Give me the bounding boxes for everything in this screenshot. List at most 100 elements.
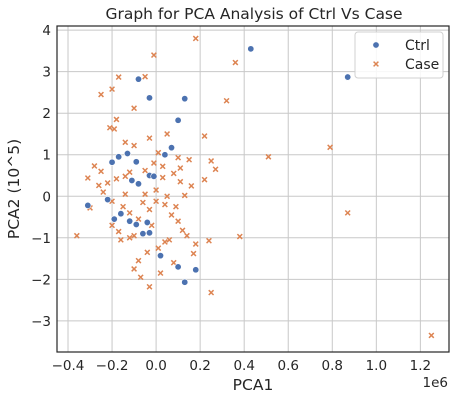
- y-tick-label: 1: [42, 148, 51, 164]
- case-point: [159, 174, 166, 181]
- case-point: [95, 182, 102, 189]
- x-tick-label: −0.4: [52, 358, 85, 374]
- case-point: [106, 124, 113, 131]
- case-point: [135, 257, 142, 264]
- ctrl-point: [115, 153, 123, 161]
- legend-label-case: Case: [405, 57, 439, 73]
- case-point: [161, 201, 168, 208]
- ctrl-point: [192, 266, 200, 274]
- x-tick-label: −0.2: [96, 358, 129, 374]
- case-point: [139, 199, 146, 206]
- case-point: [137, 274, 144, 281]
- case-point: [73, 232, 80, 239]
- case-point: [135, 216, 142, 223]
- legend: Ctrl Case: [354, 31, 444, 79]
- ctrl-point: [126, 217, 134, 225]
- ctrl-point: [108, 158, 116, 166]
- legend-marker-case: [373, 61, 379, 67]
- case-point: [164, 131, 171, 137]
- case-point: [104, 180, 111, 186]
- case-point: [208, 158, 215, 164]
- case-point: [115, 228, 122, 235]
- ctrl-point: [139, 230, 147, 238]
- series-ctrl: [84, 45, 352, 286]
- case-point: [117, 236, 124, 243]
- case-point: [98, 168, 104, 175]
- case-point: [150, 160, 157, 166]
- case-point: [84, 175, 91, 181]
- case-point: [142, 167, 149, 174]
- ctrl-point: [110, 215, 118, 223]
- y-axis-label: PCA2 (10^5): [5, 139, 23, 239]
- y-tick-label: −2: [31, 272, 51, 288]
- case-point: [131, 105, 138, 112]
- y-tick-label: 0: [42, 189, 51, 205]
- ctrl-point: [123, 149, 131, 157]
- ctrl-point: [181, 95, 189, 103]
- case-point: [192, 241, 199, 247]
- case-point: [201, 133, 208, 139]
- case-point: [157, 270, 164, 277]
- ctrl-point: [84, 201, 92, 209]
- case-point: [190, 250, 197, 257]
- case-point: [126, 169, 133, 176]
- ctrl-point: [161, 151, 169, 159]
- legend-label-ctrl: Ctrl: [405, 38, 430, 54]
- case-point: [111, 126, 118, 132]
- case-point: [146, 135, 153, 142]
- y-tick-labels: −3 −2 −1 0 1 2 3 4: [31, 23, 51, 330]
- case-point: [153, 198, 160, 205]
- x-axis-label: PCA1: [233, 376, 274, 394]
- case-point: [265, 153, 272, 160]
- case-point: [164, 193, 171, 200]
- y-tick-label: 2: [42, 106, 51, 122]
- case-point: [172, 203, 179, 210]
- case-point: [201, 176, 208, 183]
- case-point: [153, 187, 160, 193]
- ctrl-point: [132, 221, 140, 229]
- case-point: [232, 59, 239, 66]
- case-point: [113, 116, 120, 123]
- case-point: [142, 73, 149, 80]
- x-tick-labels: −0.4 −0.2 0.0 0.2 0.4 0.6 0.8 1.0 1.2: [52, 358, 431, 374]
- plot-marks: [73, 35, 435, 339]
- case-point: [150, 52, 157, 59]
- y-tick-label: −1: [31, 231, 51, 247]
- case-point: [166, 236, 173, 243]
- case-point: [131, 232, 138, 239]
- case-point: [142, 191, 149, 198]
- ctrl-point: [104, 196, 112, 204]
- case-point: [146, 283, 153, 290]
- ctrl-point: [174, 263, 182, 271]
- ctrl-point: [145, 229, 153, 237]
- case-point: [126, 209, 133, 216]
- y-tick-label: 4: [42, 23, 51, 39]
- case-point: [181, 192, 188, 199]
- case-point: [175, 218, 182, 225]
- case-point: [115, 74, 122, 81]
- case-point: [177, 165, 184, 171]
- case-point: [98, 91, 104, 98]
- ctrl-point: [344, 73, 352, 81]
- x-tick-label: 1.0: [366, 358, 387, 374]
- ctrl-point: [145, 94, 153, 102]
- case-point: [122, 191, 129, 198]
- case-point: [159, 163, 166, 170]
- x-tick-label: 0.6: [277, 358, 298, 374]
- x-tick-label: 0.4: [233, 358, 254, 374]
- case-point: [206, 237, 212, 244]
- x-tick-label: 0.2: [189, 358, 210, 374]
- x-tick-label: 0.8: [322, 358, 343, 374]
- case-point: [146, 206, 153, 213]
- case-point: [109, 86, 115, 93]
- case-point: [161, 239, 168, 245]
- ctrl-point: [128, 176, 136, 184]
- case-point: [170, 259, 177, 266]
- y-tick-label: 3: [42, 65, 51, 81]
- case-point: [113, 175, 120, 182]
- case-point: [223, 97, 230, 104]
- case-point: [122, 173, 129, 180]
- plot-frame: [56, 25, 450, 353]
- legend-marker-ctrl: [372, 41, 380, 49]
